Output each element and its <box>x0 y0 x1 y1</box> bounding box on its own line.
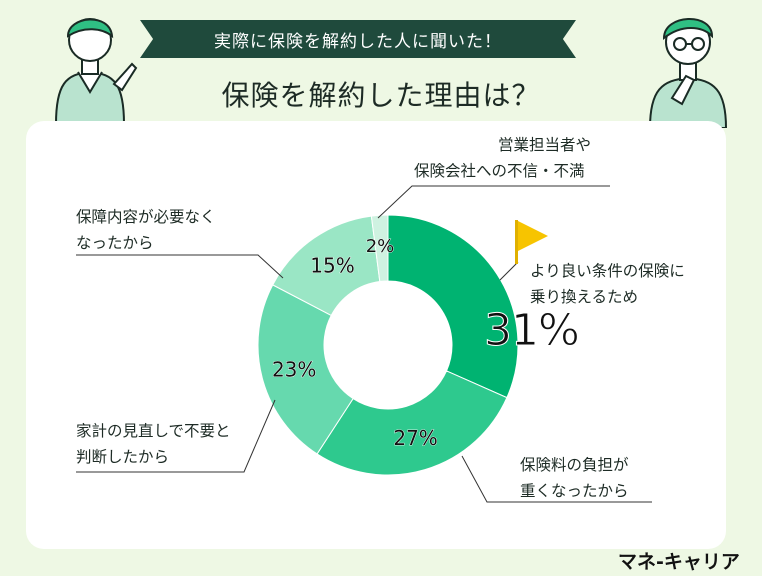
label-distrust-line1: 営業担当者や <box>498 136 592 154</box>
donut-slice-burden <box>316 370 508 476</box>
leader-lines <box>76 185 652 503</box>
leader-line-burden <box>461 455 652 503</box>
leader-line-household <box>76 399 276 473</box>
slice-value-label-household: 23% <box>272 358 316 382</box>
slice-value-label-coverage: 15% <box>310 253 354 277</box>
label-burden-line2: 重くなったから <box>520 482 629 500</box>
leader-line-switch <box>499 261 519 281</box>
label-household-line1: 家計の見直しで不要と <box>76 422 231 440</box>
donut-slice-household <box>257 284 354 455</box>
label-coverage: 保障内容が必要なく なったから <box>76 204 216 256</box>
label-switch-line2: 乗り換えるため <box>530 288 639 306</box>
flag-icon <box>515 220 548 264</box>
chart-card <box>26 121 726 549</box>
label-switch-line1: より良い条件の保険に <box>530 262 685 280</box>
label-household-line2: 判断したから <box>76 448 170 466</box>
leader-line-distrust <box>377 185 610 219</box>
person-illustration-right <box>648 18 728 128</box>
label-burden-line1: 保険料の負担が <box>520 456 629 474</box>
slice-value-label-burden: 27% <box>393 426 437 450</box>
header-banner: 実際に保険を解約した人に聞いた！ <box>140 20 576 58</box>
label-distrust-line2: 保険会社への不信・不満 <box>414 162 585 180</box>
donut-slice-distrust <box>370 214 389 283</box>
highlight-percent: 31% <box>484 305 581 356</box>
label-burden: 保険料の負担が 重くなったから <box>520 452 629 504</box>
page-title: 保険を解約した理由は？ <box>221 79 541 112</box>
person-illustration-left <box>54 18 138 124</box>
label-distrust: 営業担当者や 保険会社への不信・不満 <box>414 132 591 184</box>
leader-line-coverage <box>76 254 284 279</box>
label-household: 家計の見直しで不要と 判断したから <box>76 418 231 470</box>
banner-text: 実際に保険を解約した人に聞いた！ <box>214 31 502 52</box>
label-coverage-line1: 保障内容が必要なく <box>76 208 216 226</box>
label-switch: より良い条件の保険に 乗り換えるため <box>530 258 685 310</box>
brand-logo: マネ-キャリア <box>618 551 740 573</box>
slice-value-label-distrust: 2% <box>366 236 395 257</box>
label-coverage-line2: なったから <box>76 234 154 252</box>
donut-slice-switch <box>387 214 519 399</box>
